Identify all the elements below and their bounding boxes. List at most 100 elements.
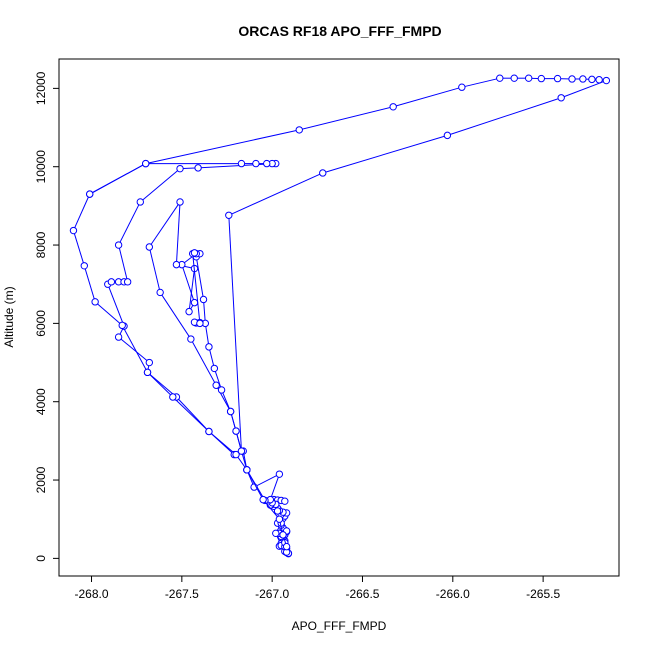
data-point: [177, 199, 183, 205]
data-point: [115, 242, 121, 248]
data-point: [115, 334, 121, 340]
data-point: [188, 336, 194, 342]
data-point: [554, 75, 560, 81]
data-point: [264, 160, 270, 166]
data-point: [253, 160, 259, 166]
data-point: [589, 76, 595, 82]
series-segment: [149, 247, 160, 292]
y-tick-label: 8000: [34, 231, 48, 258]
data-point: [596, 77, 602, 83]
data-point: [603, 77, 609, 83]
data-point: [191, 250, 197, 256]
data-point: [87, 191, 93, 197]
series-segment: [73, 194, 89, 230]
data-point: [558, 95, 564, 101]
data-point: [511, 75, 517, 81]
data-point: [170, 394, 176, 400]
data-point: [282, 498, 288, 504]
series-segment: [148, 372, 173, 397]
data-point: [146, 359, 152, 365]
series-segment: [209, 431, 236, 454]
y-tick-label: 4000: [34, 388, 48, 415]
series-segment: [119, 337, 150, 362]
series-segment: [247, 470, 263, 500]
series-segment: [229, 215, 242, 451]
data-point: [186, 308, 192, 314]
x-axis-label: APO_FFF_FMPD: [292, 619, 387, 633]
data-point: [238, 448, 244, 454]
data-point: [81, 263, 87, 269]
series-segment: [462, 78, 500, 87]
data-point: [283, 543, 289, 549]
data-point: [108, 279, 114, 285]
series-segment: [119, 245, 128, 282]
chart-title: ORCAS RF18 APO_FFF_FMPD: [238, 23, 441, 39]
data-point: [274, 508, 280, 514]
data-point: [143, 160, 149, 166]
y-axis-label: Altitude (m): [2, 286, 16, 347]
y-tick-label: 10000: [34, 150, 48, 184]
data-point: [497, 75, 503, 81]
y-tick-label: 0: [34, 555, 48, 562]
data-point: [197, 320, 203, 326]
x-tick-label: -265.5: [526, 587, 560, 601]
data-point: [244, 467, 250, 473]
data-point: [280, 532, 286, 538]
data-point: [276, 471, 282, 477]
data-point: [538, 75, 544, 81]
plot-area-frame: [59, 59, 619, 576]
data-point: [92, 299, 98, 305]
data-point: [218, 387, 224, 393]
x-tick-label: -268.0: [75, 587, 109, 601]
series-segment: [196, 257, 203, 300]
series-1: [70, 160, 291, 557]
series-segment: [176, 202, 180, 265]
data-point: [227, 408, 233, 414]
data-point: [580, 76, 586, 82]
data-point: [206, 428, 212, 434]
series-segment: [146, 130, 300, 164]
series-segment: [84, 266, 95, 302]
series-segment: [149, 202, 180, 247]
series-segment: [140, 169, 180, 202]
y-tick-label: 6000: [34, 310, 48, 337]
x-tick-label: -267.5: [165, 587, 199, 601]
data-point: [144, 369, 150, 375]
data-point: [191, 299, 197, 305]
series-segment: [90, 164, 146, 195]
data-point: [444, 132, 450, 138]
data-point: [137, 199, 143, 205]
x-tick-label: -266.5: [345, 587, 379, 601]
data-point: [157, 289, 163, 295]
series-segment: [95, 302, 122, 326]
series-segment: [393, 87, 462, 107]
data-point: [211, 365, 217, 371]
data-point: [206, 344, 212, 350]
y-tick-label: 2000: [34, 466, 48, 493]
series-segment: [160, 292, 191, 339]
x-tick-label: -266.0: [436, 587, 470, 601]
series-segment: [447, 98, 561, 136]
data-point: [276, 516, 282, 522]
x-tick-label: -267.0: [255, 587, 289, 601]
data-point: [238, 160, 244, 166]
series-segment: [73, 231, 84, 266]
data-point: [119, 322, 125, 328]
data-point: [213, 382, 219, 388]
data-point: [177, 165, 183, 171]
data-point: [70, 227, 76, 233]
series-segment: [193, 254, 200, 324]
x-axis: -268.0 -267.5 -267.0 -266.5 -266.0 -265.5: [75, 576, 561, 601]
data-point: [200, 296, 206, 302]
data-point: [569, 76, 575, 82]
data-point: [390, 104, 396, 110]
series-segment: [299, 107, 393, 130]
data-point: [226, 212, 232, 218]
series-segment: [119, 202, 141, 245]
data-point: [195, 165, 201, 171]
data-point: [146, 244, 152, 250]
series-segment: [173, 397, 209, 431]
data-point: [273, 530, 279, 536]
